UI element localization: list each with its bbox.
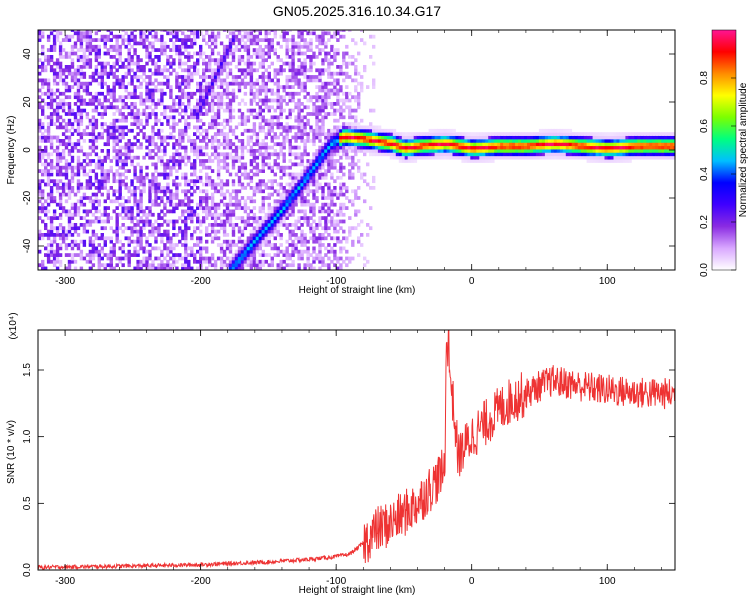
top-x-axis-label: Height of straight line (km) xyxy=(299,285,416,296)
x-tick-label: 100 xyxy=(599,576,616,587)
snr-frame xyxy=(37,329,676,571)
y-tick-label: 20 xyxy=(22,96,33,108)
x-tick-label: -100 xyxy=(326,576,346,587)
colorbar-tick-label: 0.4 xyxy=(699,167,710,181)
y-tick-label: 1.5 xyxy=(22,363,33,377)
colorbar-gradient xyxy=(711,29,737,271)
top-y-axis-label: Frequency (Hz) xyxy=(6,116,17,185)
y-tick-label: 0.5 xyxy=(22,496,33,510)
figure-title: GN05.2025.316.10.34.G17 xyxy=(273,3,441,19)
snr-series-line xyxy=(38,330,675,570)
snr-panel: -300 -200 -100 0 100 0.0 0.5 1.0 1.5 Height of … xyxy=(6,312,676,596)
x-tick-label: -300 xyxy=(55,576,75,587)
colorbar-tick-label: 0.8 xyxy=(699,71,710,85)
colorbar-tick-label: 0.0 xyxy=(699,263,710,277)
bottom-x-axis-label: Height of straight line (km) xyxy=(299,585,416,596)
y-tick-label: -20 xyxy=(22,190,33,205)
x-tick-label: 100 xyxy=(599,276,616,287)
x-tick-label: -200 xyxy=(191,576,211,587)
bottom-y-axis-exponent: (x10⁴) xyxy=(8,312,19,339)
x-tick-label: 0 xyxy=(469,576,475,587)
colorbar-tick-label: 0.6 xyxy=(699,119,710,133)
bottom-y-axis-label: SNR (10 * v/v) xyxy=(6,420,17,484)
y-tick-label: 0.0 xyxy=(22,563,33,577)
heatmap-cells xyxy=(38,30,675,270)
x-tick-label: -200 xyxy=(191,276,211,287)
x-tick-label: -300 xyxy=(55,276,75,287)
x-tick-label: -100 xyxy=(326,276,346,287)
y-tick-label: 0 xyxy=(22,147,33,153)
y-tick-label: 1.0 xyxy=(22,429,33,443)
y-tick-label: -40 xyxy=(22,238,33,253)
x-tick-label: 0 xyxy=(469,276,475,287)
y-tick-label: 40 xyxy=(22,48,33,60)
colorbar-label: Normalized spectral amplitude xyxy=(738,82,749,217)
colorbar-tick-label: 0.2 xyxy=(699,215,710,229)
colorbar: 0.0 0.2 0.4 0.6 0.8 Normalized spectral ampl… xyxy=(699,29,749,277)
